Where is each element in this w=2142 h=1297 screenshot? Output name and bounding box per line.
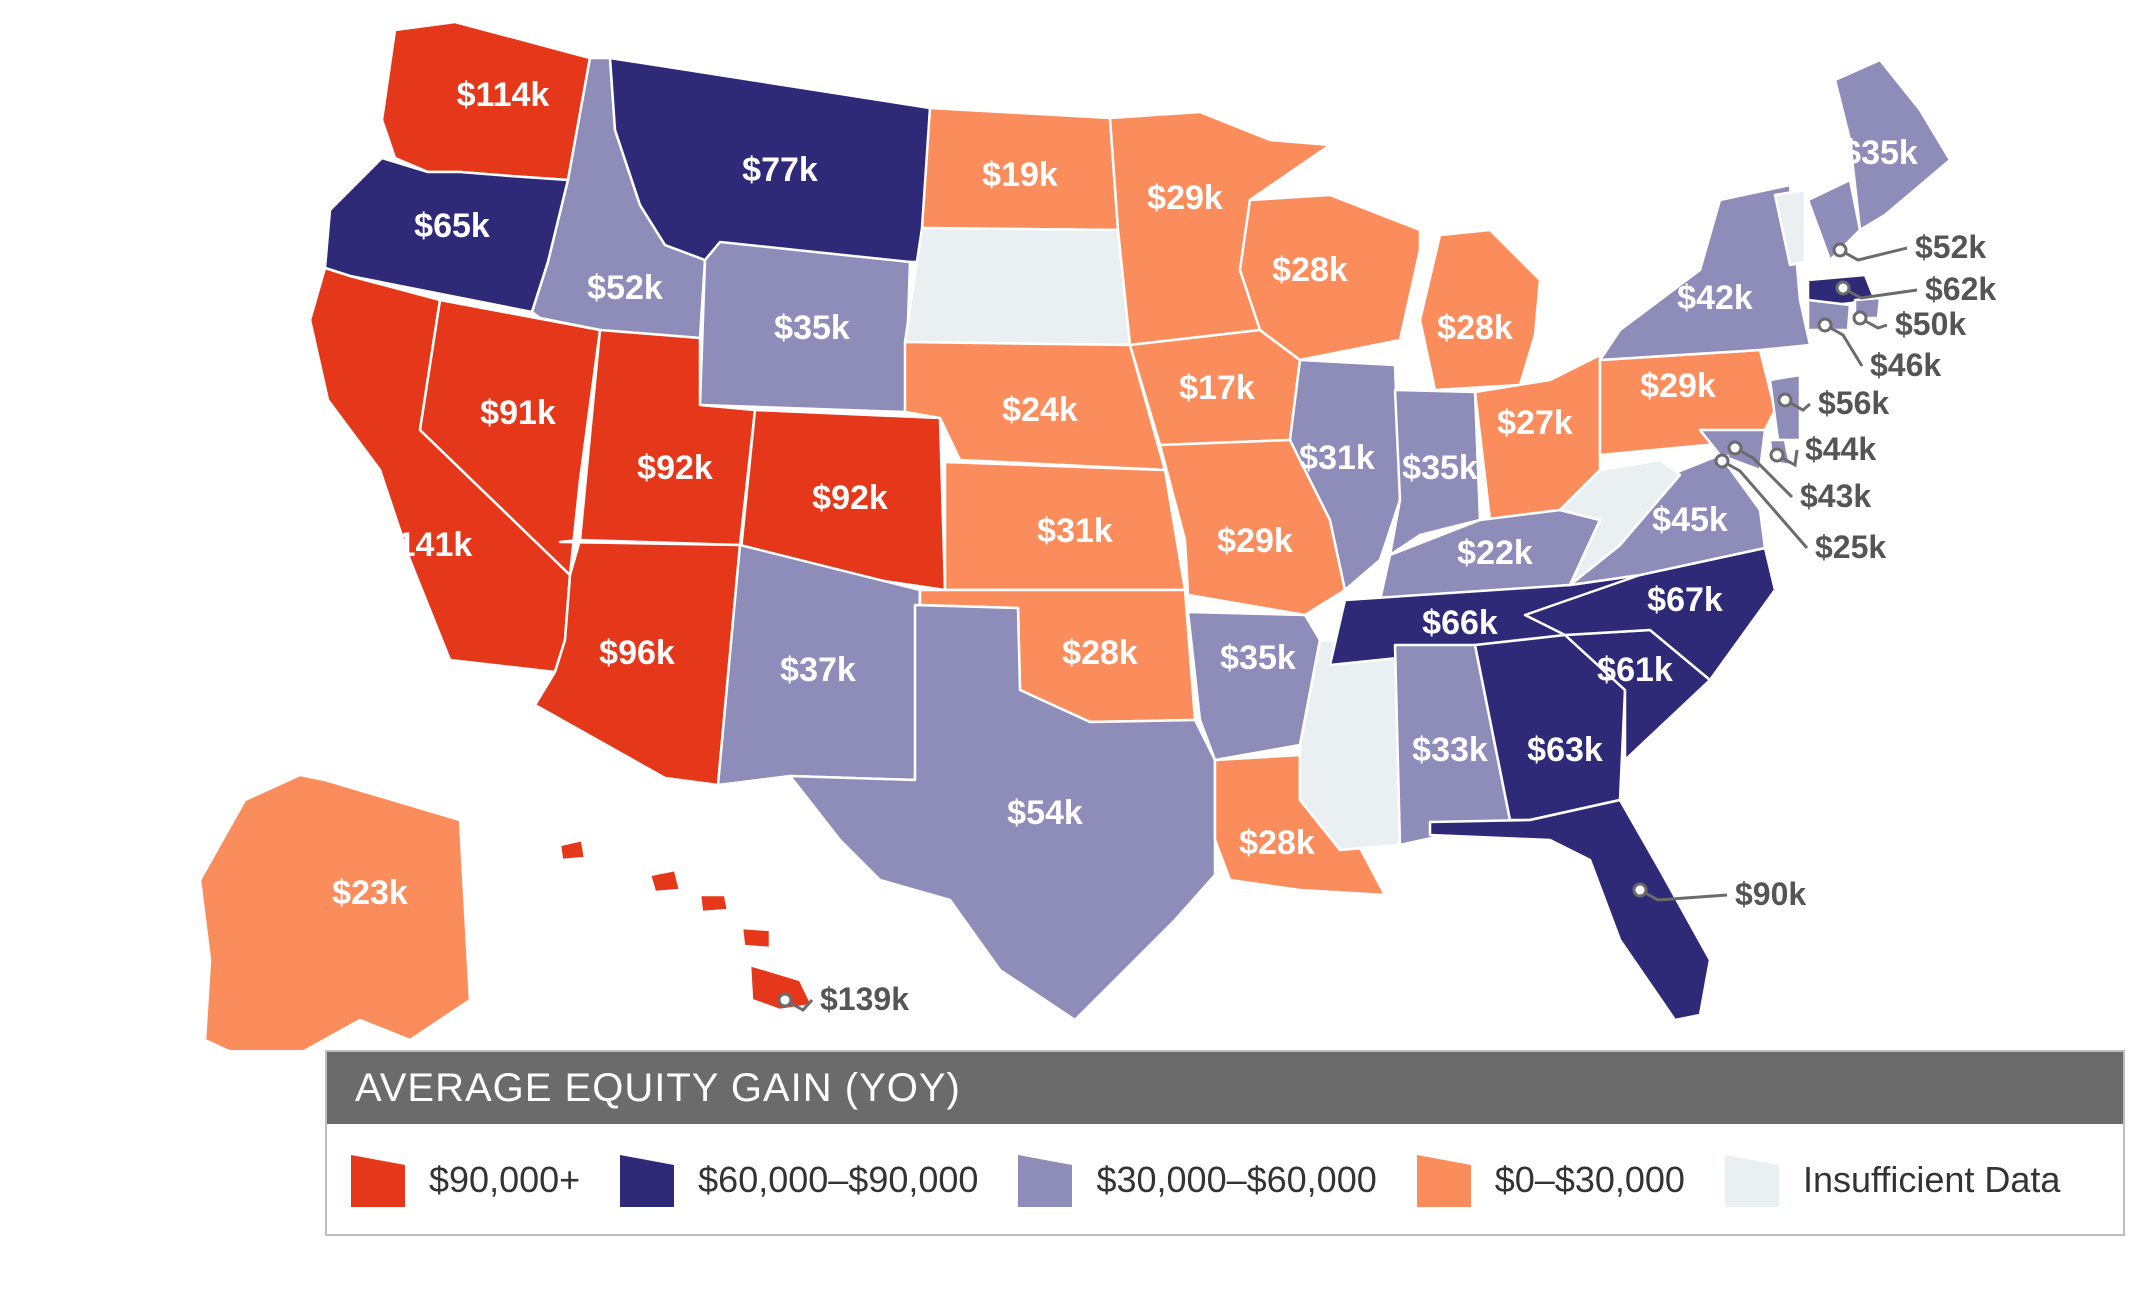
state-ny: [1598, 183, 1812, 362]
value-label-ne: $24k: [1002, 391, 1078, 429]
value-label-in: $35k: [1402, 449, 1478, 487]
state-wv: [1558, 458, 1682, 587]
value-label-ia: $17k: [1179, 369, 1255, 407]
value-label-hi: $139k: [820, 981, 909, 1017]
value-label-ri: $50k: [1895, 306, 1966, 342]
leader-dot-dc: [1714, 453, 1730, 469]
value-label-tx: $54k: [1007, 794, 1083, 832]
leader-dot-ri: [1852, 310, 1868, 326]
value-label-va: $45k: [1652, 501, 1728, 539]
value-label-me: $35k: [1842, 134, 1918, 172]
value-label-az: $96k: [599, 634, 675, 672]
value-label-il: $31k: [1299, 439, 1375, 477]
legend-title: AVERAGE EQUITY GAIN (YOY): [327, 1052, 2123, 1124]
state-hi-island-1: [648, 868, 682, 894]
value-label-nj: $56k: [1818, 385, 1889, 421]
value-label-ut: $92k: [637, 449, 713, 487]
value-label-ga: $63k: [1527, 731, 1603, 769]
legend-item-insufficient: Insufficient Data: [1723, 1151, 2060, 1209]
state-nh: [1806, 178, 1862, 262]
value-label-wy: $35k: [774, 309, 850, 347]
legend-item-30-60: $30,000–$60,000: [1016, 1151, 1377, 1209]
value-label-ks: $31k: [1037, 512, 1113, 550]
state-me: [1833, 58, 1952, 232]
value-label-de: $44k: [1805, 431, 1876, 467]
legend-swatch-30-60: [1018, 1155, 1073, 1207]
legend-label-90-plus: $90,000+: [429, 1159, 581, 1200]
value-label-nm: $37k: [780, 651, 856, 689]
value-label-id: $52k: [587, 269, 663, 307]
us-map: $114k $65k $141k $52k $91k $77k $35k $92k $92k $9…: [198, 20, 1996, 1050]
value-label-co: $92k: [812, 479, 888, 517]
legend-swatch-0-30: [1416, 1155, 1471, 1207]
value-label-nd: $19k: [982, 156, 1058, 194]
value-label-nc: $67k: [1647, 581, 1723, 619]
state-sd: [903, 226, 1132, 347]
value-label-la: $28k: [1239, 824, 1315, 862]
value-label-ak: $23k: [332, 874, 408, 912]
state-tx: [788, 603, 1217, 1022]
value-label-ok: $28k: [1062, 634, 1138, 672]
legend: AVERAGE EQUITY GAIN (YOY) $90,000+ $60,0…: [325, 1050, 2125, 1236]
value-label-mo: $29k: [1217, 522, 1293, 560]
legend-items: $90,000+ $60,000–$90,000 $30,000–$60,000…: [327, 1124, 2123, 1236]
value-label-nv: $91k: [480, 394, 556, 432]
value-label-ct: $46k: [1870, 347, 1941, 383]
value-label-mt: $77k: [742, 151, 818, 189]
value-label-ma: $62k: [1925, 271, 1996, 307]
legend-swatch-insufficient: [1724, 1155, 1779, 1207]
legend-swatch-90-plus: [351, 1155, 405, 1207]
value-label-tn: $66k: [1422, 604, 1498, 642]
state-nv: [418, 298, 602, 577]
legend-label-0-30: $0–$30,000: [1494, 1159, 1685, 1200]
leader-dot-fl: [1632, 882, 1648, 898]
leader-dot-md: [1727, 440, 1743, 456]
legend-item-0-30: $0–$30,000: [1415, 1151, 1685, 1209]
leader-dot-hi: [777, 992, 793, 1008]
value-label-oh: $27k: [1497, 404, 1573, 442]
state-hi-island-2: [698, 893, 730, 914]
state-il: [1288, 358, 1402, 592]
value-label-ky: $22k: [1457, 534, 1533, 572]
legend-label-60-90: $60,000–$90,000: [698, 1159, 979, 1200]
value-label-ar: $35k: [1220, 639, 1296, 677]
value-label-al: $33k: [1412, 731, 1488, 769]
leader-dot-nj: [1777, 392, 1793, 408]
value-label-fl: $90k: [1735, 876, 1806, 912]
value-label-md: $43k: [1800, 478, 1871, 514]
state-fl: [1428, 798, 1712, 1022]
value-label-or: $65k: [414, 207, 490, 245]
value-label-nh: $52k: [1915, 229, 1986, 265]
value-label-ny: $42k: [1677, 279, 1753, 317]
legend-item-90-plus: $90,000+: [349, 1151, 580, 1209]
legend-label-insufficient: Insufficient Data: [1802, 1159, 2061, 1200]
value-label-wa: $114k: [457, 76, 550, 114]
state-mi: [1418, 228, 1542, 392]
state-ak: [198, 773, 472, 1050]
value-label-dc: $25k: [1815, 529, 1886, 565]
state-wy: [698, 240, 912, 414]
leader-dot-ma: [1835, 280, 1851, 296]
leader-dot-nh: [1832, 242, 1848, 258]
state-vt: [1773, 188, 1807, 267]
leader-line-nh: [1839, 246, 1908, 262]
leader-dot-ct: [1817, 317, 1833, 333]
value-label-pa: $29k: [1640, 367, 1716, 405]
legend-swatch-60-90: [620, 1155, 675, 1207]
state-wi: [1238, 193, 1422, 362]
state-hi-island-0: [558, 838, 587, 862]
legend-label-30-60: $30,000–$60,000: [1096, 1159, 1377, 1200]
value-label-mn: $29k: [1147, 179, 1223, 217]
leader-dot-de: [1769, 447, 1785, 463]
value-label-ca: $141k: [378, 526, 473, 564]
state-hi-island-3: [740, 926, 772, 950]
value-label-mi: $28k: [1437, 309, 1513, 347]
value-label-wi: $28k: [1272, 251, 1348, 289]
state-ms: [1298, 638, 1402, 852]
legend-item-60-90: $60,000–$90,000: [618, 1151, 978, 1209]
value-label-sc: $61k: [1597, 651, 1673, 689]
